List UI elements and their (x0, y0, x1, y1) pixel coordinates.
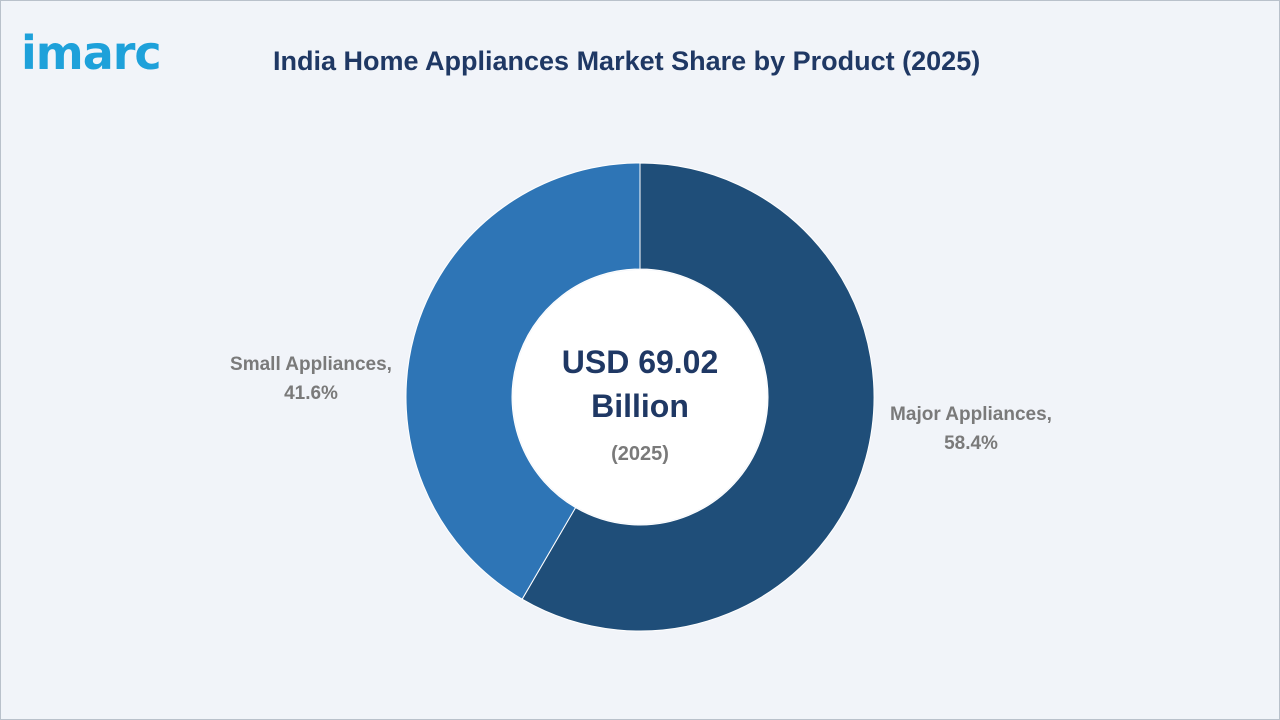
center-value-line2: Billion (591, 388, 689, 424)
chart-title: India Home Appliances Market Share by Pr… (273, 46, 981, 76)
slice-value-0: 58.4% (944, 433, 998, 454)
center-value-line1: USD 69.02 (562, 344, 719, 380)
donut-slice-0 (521, 162, 875, 632)
slice-value-1: 41.6% (284, 383, 338, 404)
slice-name-1: Small Appliances, (230, 354, 392, 375)
slice-name-0: Major Appliances, (890, 404, 1052, 425)
logo-wordmark: imarc (21, 26, 162, 80)
imarc-logo: imarc (21, 23, 201, 83)
slice-label-1: Small Appliances, 41.6% (230, 354, 392, 404)
center-year: (2025) (611, 443, 669, 465)
slice-label-0: Major Appliances, 58.4% (890, 404, 1052, 454)
donut-slice-1 (405, 162, 641, 600)
donut-hole (513, 270, 767, 524)
